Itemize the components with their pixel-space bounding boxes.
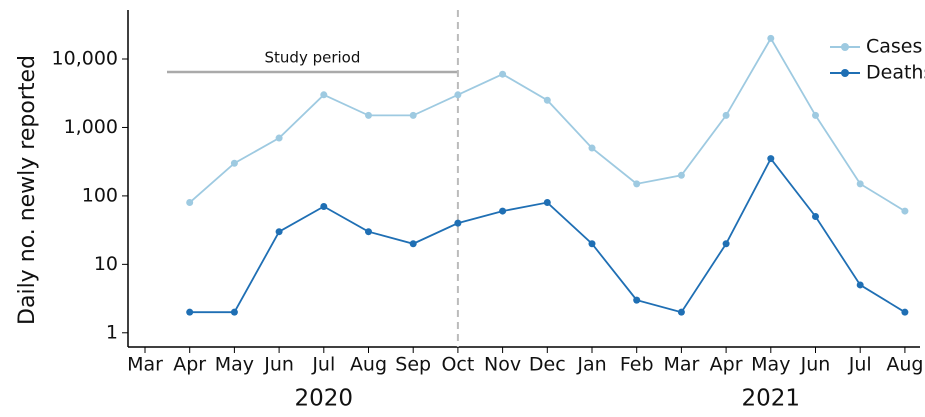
x-tick-label: Jul xyxy=(848,354,872,376)
point xyxy=(543,199,551,207)
point xyxy=(812,111,819,119)
point xyxy=(365,111,372,119)
x-tick-label: May xyxy=(751,354,790,376)
point xyxy=(901,207,909,215)
x-tick-label: Mar xyxy=(663,354,699,376)
y-tick-label: 1,000 xyxy=(64,116,118,138)
point xyxy=(633,180,641,188)
point xyxy=(320,91,328,99)
legend-label: Cases xyxy=(866,36,922,58)
point xyxy=(186,308,194,316)
y-axis-label: Daily no. newly reported xyxy=(15,55,40,325)
x-tick-label: Feb xyxy=(620,354,654,376)
point xyxy=(230,159,238,167)
point xyxy=(409,111,417,119)
point xyxy=(722,240,730,248)
point xyxy=(409,240,417,248)
year-label: 2021 xyxy=(742,386,801,412)
x-tick-label: May xyxy=(215,354,254,376)
y-tick-label: 100 xyxy=(82,184,118,206)
point xyxy=(588,240,596,248)
point xyxy=(633,296,641,304)
legend-swatch-dot xyxy=(841,69,849,77)
year-label: 2020 xyxy=(295,386,354,412)
study-period-label: Study period xyxy=(265,49,361,67)
point xyxy=(856,180,864,188)
x-tick-label: Nov xyxy=(484,354,521,376)
point xyxy=(186,199,194,207)
point xyxy=(856,281,864,289)
point xyxy=(767,34,775,42)
point xyxy=(499,70,507,78)
y-tick-label: 10,000 xyxy=(52,48,118,70)
point xyxy=(677,308,685,316)
x-tick-label: Aug xyxy=(886,354,923,376)
y-tick-label: 1 xyxy=(106,321,118,343)
point xyxy=(320,203,328,211)
point xyxy=(722,111,730,119)
legend-label: Deaths xyxy=(866,62,925,84)
x-tick-label: Jul xyxy=(311,354,335,376)
series-line xyxy=(189,157,906,314)
x-tick-label: Jun xyxy=(800,354,831,376)
x-tick-label: Jan xyxy=(576,354,606,376)
point xyxy=(901,308,909,316)
point xyxy=(230,308,238,316)
point xyxy=(767,155,775,163)
point xyxy=(275,134,283,142)
point xyxy=(275,228,283,236)
point xyxy=(588,144,596,152)
point xyxy=(454,219,462,227)
point xyxy=(543,96,551,104)
x-tick-label: Dec xyxy=(529,354,566,376)
point xyxy=(365,228,372,236)
x-tick-label: Mar xyxy=(127,354,163,376)
legend-swatch-dot xyxy=(841,43,849,51)
x-tick-label: Oct xyxy=(441,354,474,376)
x-tick-label: Apr xyxy=(173,354,206,376)
y-tick-label: 10 xyxy=(94,253,118,275)
point xyxy=(499,207,507,215)
point xyxy=(454,91,462,99)
x-tick-label: Apr xyxy=(710,354,743,376)
x-tick-label: Sep xyxy=(395,354,431,376)
point xyxy=(812,213,819,221)
point xyxy=(677,171,685,179)
x-tick-label: Jun xyxy=(263,354,294,376)
x-tick-label: Aug xyxy=(350,354,387,376)
